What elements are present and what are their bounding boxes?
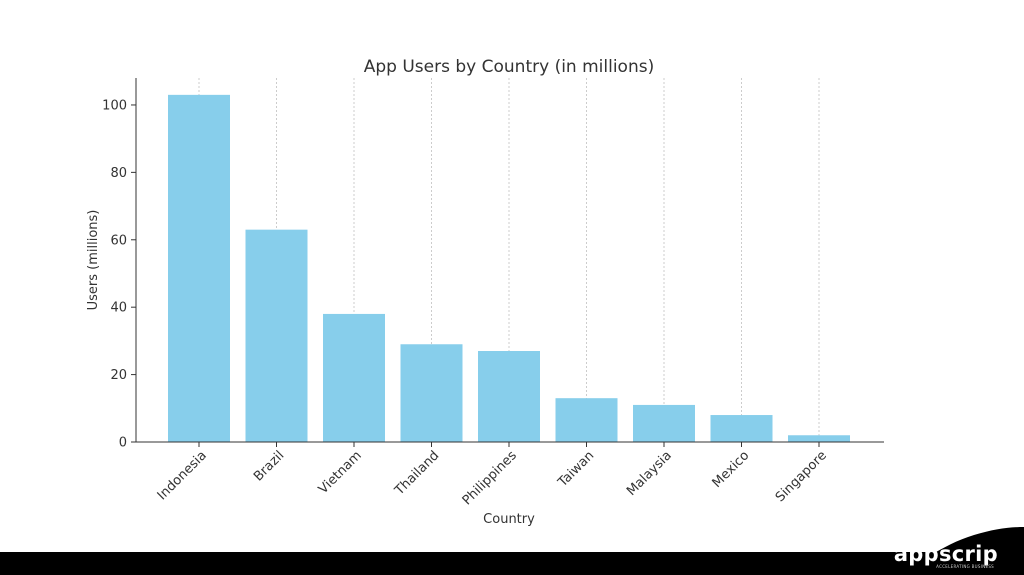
bar-taiwan <box>555 398 618 442</box>
x-tick-label: Taiwan <box>555 448 598 491</box>
bar-philippines <box>478 351 540 442</box>
bar-thailand <box>400 344 463 442</box>
y-tick-label: 100 <box>102 98 127 113</box>
y-tick-label: 80 <box>110 166 127 181</box>
bar-mexico <box>710 415 773 442</box>
bars <box>168 94 850 442</box>
y-tick-label: 0 <box>119 436 127 451</box>
x-tick-label: Malaysia <box>624 448 675 499</box>
y-ticks: 0 20 40 60 80 100 <box>102 98 136 451</box>
bar-malaysia <box>633 404 695 442</box>
x-tick-label: Thailand <box>392 448 443 499</box>
x-tick-label: Mexico <box>710 448 753 491</box>
x-axis-title: Country <box>483 512 535 527</box>
y-tick-label: 40 <box>110 301 127 316</box>
bar-vietnam <box>323 313 385 442</box>
x-tick-label: Philippines <box>460 448 520 508</box>
brand-tagline: ACCELERATING BUSINESS <box>936 564 994 569</box>
bar-singapore <box>788 435 850 442</box>
brand-wave-shape <box>874 527 1024 575</box>
y-tick-label: 60 <box>110 233 127 248</box>
footer-bar <box>0 552 1024 575</box>
x-tick-label: Brazil <box>251 448 287 484</box>
bar-indonesia <box>168 94 230 442</box>
bar-brazil <box>245 229 308 442</box>
x-ticks: Indonesia Brazil Vietnam Thailand Philippine… <box>155 442 830 508</box>
x-tick-label: Vietnam <box>316 448 365 497</box>
x-tick-label: Indonesia <box>155 448 210 503</box>
brand-logo: appscrip <box>893 542 998 566</box>
chart-title: App Users by Country (in millions) <box>364 57 654 77</box>
axes <box>135 78 884 443</box>
y-tick-label: 20 <box>110 368 127 383</box>
x-tick-label: Singapore <box>773 448 830 505</box>
y-axis-title: Users (millions) <box>86 210 101 311</box>
